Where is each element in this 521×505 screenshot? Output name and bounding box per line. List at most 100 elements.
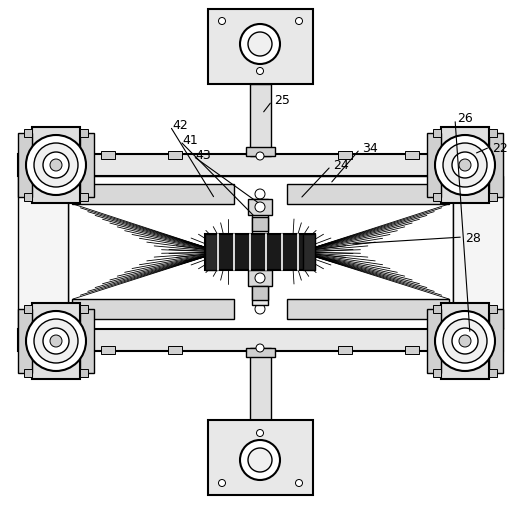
Bar — [18, 177, 68, 329]
Circle shape — [26, 136, 86, 195]
Bar — [80, 310, 94, 373]
Circle shape — [256, 68, 264, 75]
Circle shape — [248, 448, 272, 472]
Circle shape — [435, 136, 495, 195]
Bar — [287, 299, 449, 319]
Bar — [489, 369, 497, 377]
Bar — [80, 134, 94, 197]
Circle shape — [218, 480, 226, 486]
Text: 28: 28 — [465, 231, 481, 244]
Circle shape — [43, 153, 69, 179]
Bar — [68, 177, 453, 329]
Bar — [208, 10, 313, 85]
Bar — [248, 199, 272, 216]
Bar — [427, 134, 441, 197]
Bar — [24, 130, 32, 138]
Circle shape — [435, 312, 495, 371]
Text: 41: 41 — [182, 133, 198, 146]
Bar — [252, 218, 268, 231]
Bar — [18, 310, 32, 373]
Bar — [18, 155, 503, 177]
Circle shape — [443, 319, 487, 363]
Circle shape — [255, 203, 265, 213]
Circle shape — [295, 480, 303, 486]
Bar — [80, 193, 88, 201]
Circle shape — [248, 33, 272, 57]
Circle shape — [452, 328, 478, 355]
Bar — [80, 369, 88, 377]
Circle shape — [50, 335, 62, 347]
Bar — [24, 306, 32, 314]
Bar — [24, 369, 32, 377]
Bar — [168, 346, 182, 355]
Circle shape — [43, 328, 69, 355]
Bar — [205, 234, 217, 271]
Bar — [489, 306, 497, 314]
Bar — [80, 306, 88, 314]
Bar — [433, 193, 441, 201]
Bar — [208, 420, 313, 495]
Text: 24: 24 — [333, 158, 349, 171]
Bar — [205, 234, 315, 271]
Circle shape — [255, 305, 265, 315]
Bar — [246, 348, 275, 358]
Circle shape — [240, 25, 280, 65]
Bar — [433, 369, 441, 377]
Bar — [72, 185, 234, 205]
Bar — [250, 348, 271, 420]
Circle shape — [255, 189, 265, 199]
Bar — [303, 234, 315, 271]
Text: 43: 43 — [195, 148, 211, 161]
Bar — [18, 329, 503, 351]
Circle shape — [255, 274, 265, 283]
Bar — [250, 85, 271, 157]
Bar — [287, 185, 449, 205]
Bar — [246, 147, 275, 157]
Circle shape — [34, 144, 78, 188]
Circle shape — [459, 160, 471, 172]
Bar — [441, 128, 489, 204]
Bar — [405, 346, 419, 355]
Circle shape — [256, 344, 264, 352]
Bar — [433, 306, 441, 314]
Bar — [252, 199, 268, 306]
Bar — [101, 152, 115, 160]
Bar — [101, 346, 115, 355]
Circle shape — [452, 153, 478, 179]
Bar — [489, 130, 497, 138]
Text: 42: 42 — [172, 118, 188, 131]
Bar — [168, 152, 182, 160]
Text: 22: 22 — [492, 141, 508, 154]
Bar — [80, 130, 88, 138]
Circle shape — [34, 319, 78, 363]
Text: 34: 34 — [362, 141, 378, 154]
Bar — [72, 299, 234, 319]
Bar — [489, 134, 503, 197]
Circle shape — [256, 430, 264, 437]
Bar — [489, 193, 497, 201]
Bar — [32, 128, 80, 204]
Circle shape — [443, 144, 487, 188]
Bar — [489, 310, 503, 373]
Bar — [252, 286, 268, 300]
Bar — [24, 193, 32, 201]
Text: 25: 25 — [274, 93, 290, 106]
Text: 26: 26 — [457, 111, 473, 124]
Circle shape — [459, 335, 471, 347]
Bar — [338, 346, 352, 355]
Circle shape — [256, 153, 264, 161]
Circle shape — [240, 440, 280, 480]
Bar — [405, 152, 419, 160]
Bar — [32, 304, 80, 379]
Circle shape — [50, 160, 62, 172]
Bar — [248, 271, 272, 286]
Circle shape — [295, 19, 303, 25]
Circle shape — [26, 312, 86, 371]
Bar — [427, 310, 441, 373]
Bar — [338, 152, 352, 160]
Bar — [205, 234, 315, 271]
Bar — [18, 134, 32, 197]
Circle shape — [218, 19, 226, 25]
Bar — [453, 177, 503, 329]
Bar — [441, 304, 489, 379]
